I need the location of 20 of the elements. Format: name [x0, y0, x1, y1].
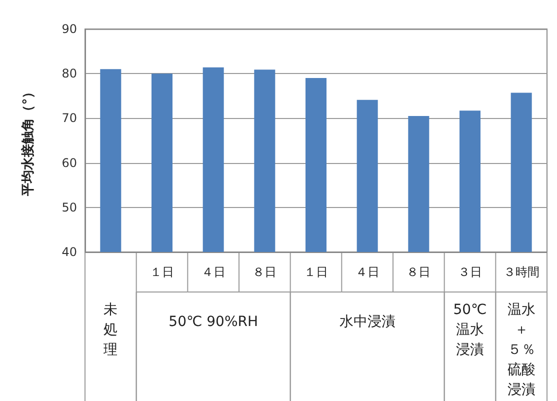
y-tick-label: 50: [62, 200, 77, 214]
x-tick-label: ３時間: [503, 265, 540, 279]
y-tick-label: 80: [62, 66, 77, 81]
y-tick-label: 60: [62, 156, 77, 170]
x-tick-label: ８日: [252, 265, 277, 279]
y-axis-title: 平均水接触角（°）: [20, 85, 36, 197]
x-tick-label: １日: [150, 265, 174, 279]
text: 水中浸漬: [339, 314, 396, 330]
text: 温水＋５％硫酸浸漬: [507, 302, 536, 398]
text: 50℃温水浸漬: [453, 302, 487, 358]
x-tick-label: １日: [304, 265, 328, 279]
x-tick-label: ４日: [201, 265, 226, 279]
y-tick-label: 70: [62, 111, 77, 126]
x-tick-label: ８日: [406, 265, 431, 279]
text: 50℃ 90%RH: [168, 314, 258, 330]
text: 未処理: [104, 302, 118, 358]
y-tick-label: 90: [62, 22, 77, 36]
x-tick-label: ３日: [458, 265, 482, 279]
y-tick-label: 40: [62, 245, 77, 259]
x-tick-label: ４日: [355, 265, 380, 279]
